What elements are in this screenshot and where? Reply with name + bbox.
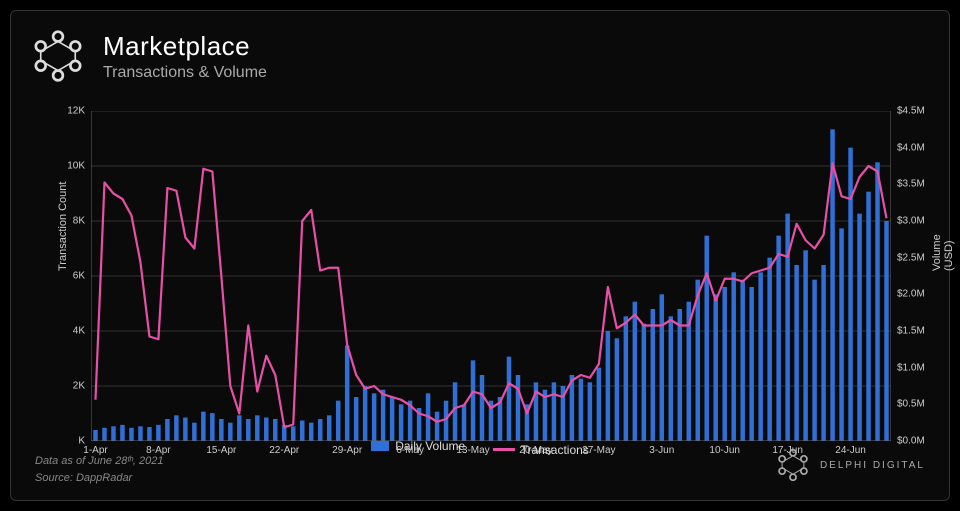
y-right-tick: $3.0M — [891, 216, 925, 227]
y-right-tick: $4.5M — [891, 106, 925, 117]
chart: K2K4K6K8K10K12K $0.0M$0.5M$1.0M$1.5M$2.0… — [91, 111, 891, 441]
y-right-tick: $1.0M — [891, 362, 925, 373]
data-source: Source: DappRadar — [35, 470, 163, 487]
y-right-tick: $3.5M — [891, 179, 925, 190]
delphi-logo-icon — [31, 29, 85, 83]
data-as-of: Data as of June 28ᵗʰ, 2021 — [35, 453, 163, 470]
page-subtitle: Transactions & Volume — [103, 64, 267, 82]
y-right-tick: $4.0M — [891, 142, 925, 153]
y-right-tick: $0.5M — [891, 399, 925, 410]
volume-swatch — [371, 441, 389, 451]
y-left-tick: 4K — [73, 326, 91, 337]
header: Marketplace Transactions & Volume — [31, 29, 267, 83]
legend-item-transactions: Transactions — [493, 443, 589, 457]
chart-plot — [91, 111, 891, 441]
footer-meta: Data as of June 28ᵗʰ, 2021 Source: DappR… — [35, 453, 163, 486]
y-left-axis-label: Transaction Count — [57, 182, 69, 271]
transactions-swatch — [493, 448, 515, 451]
y-left-tick: 8K — [73, 216, 91, 227]
y-left-tick: 12K — [67, 106, 91, 117]
y-left-tick: 10K — [67, 161, 91, 172]
y-right-tick: $2.5M — [891, 252, 925, 263]
y-right-tick: $2.0M — [891, 289, 925, 300]
legend-item-volume: Daily Volume — [371, 439, 465, 453]
report-frame: Marketplace Transactions & Volume Transa… — [10, 10, 950, 501]
y-right-axis-label: Volume (USD) — [931, 234, 955, 271]
title-block: Marketplace Transactions & Volume — [103, 31, 267, 82]
y-left-tick: 6K — [73, 271, 91, 282]
page-title: Marketplace — [103, 31, 267, 62]
y-left-tick: 2K — [73, 381, 91, 392]
y-right-tick: $1.5M — [891, 326, 925, 337]
brand-mark: DELPHI DIGITAL — [776, 448, 925, 482]
brand-text: DELPHI DIGITAL — [820, 460, 925, 471]
delphi-logo-small-icon — [776, 448, 810, 482]
